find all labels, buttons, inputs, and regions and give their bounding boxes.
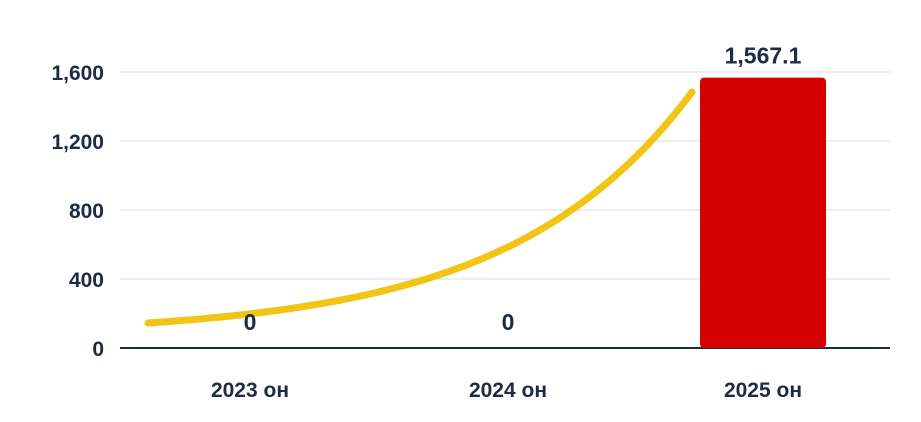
y-tick-label: 0 bbox=[92, 338, 104, 361]
x-tick-label: 2025 он bbox=[724, 379, 802, 402]
trend-curve bbox=[144, 88, 696, 327]
y-tick-label: 800 bbox=[69, 200, 104, 223]
bars bbox=[700, 77, 826, 349]
y-axis-ticks: 0 400 800 1,200 1,600 bbox=[51, 62, 104, 361]
data-labels: 0 0 1,567.1 bbox=[244, 43, 802, 335]
x-tick-label: 2024 он bbox=[469, 379, 547, 402]
y-tick-label: 400 bbox=[69, 269, 104, 292]
x-axis-ticks: 2023 он 2024 он 2025 он bbox=[211, 379, 802, 402]
bar-2 bbox=[700, 77, 826, 349]
data-label-1: 0 bbox=[502, 309, 515, 335]
trend-curve-group bbox=[144, 88, 696, 327]
data-label-0: 0 bbox=[244, 309, 257, 335]
data-label-2: 1,567.1 bbox=[725, 43, 802, 69]
y-tick-label: 1,200 bbox=[51, 131, 104, 154]
x-tick-label: 2023 он bbox=[211, 379, 289, 402]
y-tick-label: 1,600 bbox=[51, 62, 104, 85]
